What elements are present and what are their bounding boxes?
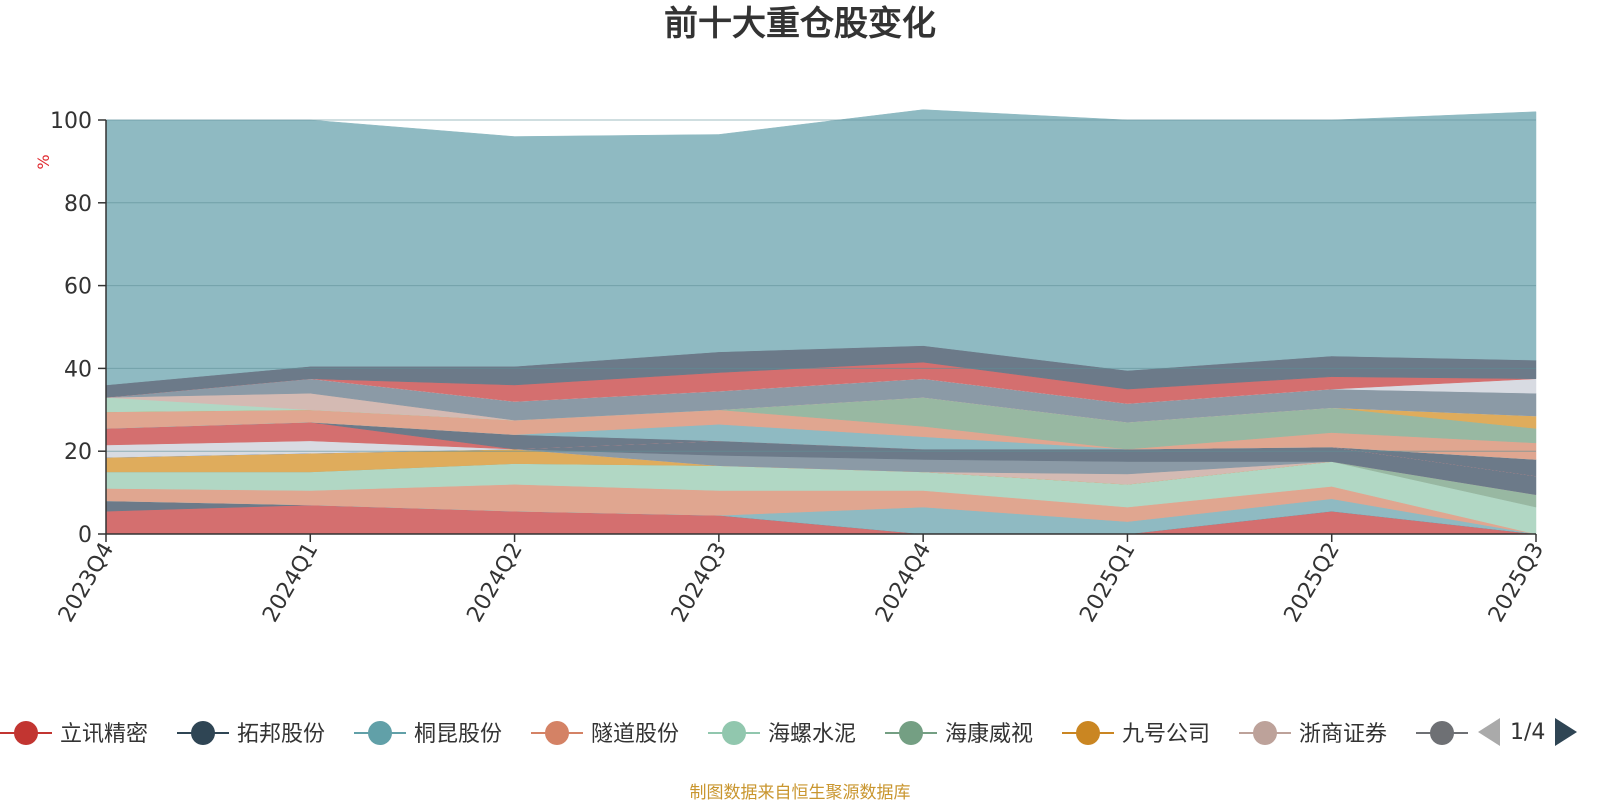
legend-item[interactable]: 兆易创新	[1416, 712, 1472, 752]
legend-item[interactable]: 拓邦股份	[177, 712, 325, 752]
x-tick-label: 2025Q2	[1280, 539, 1345, 627]
x-tick-label: 2024Q1	[258, 539, 323, 627]
area-layers	[105, 109, 1537, 535]
legend-item[interactable]: 浙商证券	[1239, 712, 1387, 752]
x-tick-label: 2025Q3	[1484, 539, 1549, 627]
y-tick-label: 100	[50, 109, 92, 134]
legend-label: 拓邦股份	[237, 722, 326, 747]
legend-marker-icon	[531, 712, 583, 752]
legend-label: 海康威视	[945, 722, 1034, 747]
legend-item[interactable]: 立讯精密	[0, 712, 148, 752]
grid-lines	[106, 119, 1536, 452]
legend-item[interactable]: 海康威视	[885, 712, 1033, 752]
chart-title: 前十大重仓股变化	[664, 4, 936, 44]
legend-pager: 1/4	[1478, 712, 1578, 752]
x-tick-label: 2024Q3	[667, 539, 732, 627]
y-tick-label: 0	[78, 523, 92, 548]
legend-label: 桐昆股份	[414, 722, 503, 747]
legend-items: 立讯精密 拓邦股份 桐昆股份 隧道股份 海螺水泥 海康威视 九号公司 浙商证券 兆易创新	[0, 712, 1472, 752]
x-tick-label: 2024Q2	[462, 539, 527, 627]
legend-prev-page-icon[interactable]	[1478, 718, 1500, 746]
y-axis-label: %	[34, 154, 53, 169]
x-tick-label: 2023Q4	[54, 539, 119, 627]
legend-marker-icon	[1239, 712, 1291, 752]
legend-label: 隧道股份	[591, 722, 680, 747]
y-tick-label: 20	[64, 440, 92, 465]
legend-item[interactable]: 隧道股份	[531, 712, 679, 752]
legend-marker-icon	[885, 712, 937, 752]
x-tick-label: 2025Q1	[1075, 539, 1140, 627]
legend-page-indicator: 1/4	[1510, 719, 1546, 745]
chart-plot: 0 20 40 60 80 100% 2023Q4 2024Q1 2024Q2 2024Q3 202…	[34, 109, 1549, 627]
legend-item[interactable]: 桐昆股份	[354, 712, 502, 752]
legend-label: 九号公司	[1122, 722, 1211, 747]
legend-marker-icon	[708, 712, 760, 752]
legend-marker-icon	[0, 712, 52, 752]
legend-marker-icon	[1062, 712, 1114, 752]
x-tick-label: 2024Q4	[871, 539, 936, 627]
legend-label: 浙商证券	[1299, 722, 1388, 747]
legend-marker-icon	[177, 712, 229, 752]
y-tick-label: 80	[64, 192, 92, 217]
legend-label: 立讯精密	[60, 722, 149, 747]
legend-marker-icon	[1416, 712, 1468, 752]
area-series-23	[105, 109, 1537, 386]
legend-item[interactable]: 九号公司	[1062, 712, 1210, 752]
legend: 立讯精密 拓邦股份 桐昆股份 隧道股份 海螺水泥 海康威视 九号公司 浙商证券 兆易创新	[0, 712, 1600, 752]
legend-next-page-icon[interactable]	[1555, 718, 1578, 746]
legend-item[interactable]: 海螺水泥	[708, 712, 856, 752]
y-tick-label: 40	[64, 357, 92, 382]
source-note: 制图数据来自恒生聚源数据库	[689, 783, 911, 803]
legend-marker-icon	[354, 712, 406, 752]
legend-label: 海螺水泥	[768, 722, 857, 747]
y-tick-label: 60	[64, 275, 92, 300]
